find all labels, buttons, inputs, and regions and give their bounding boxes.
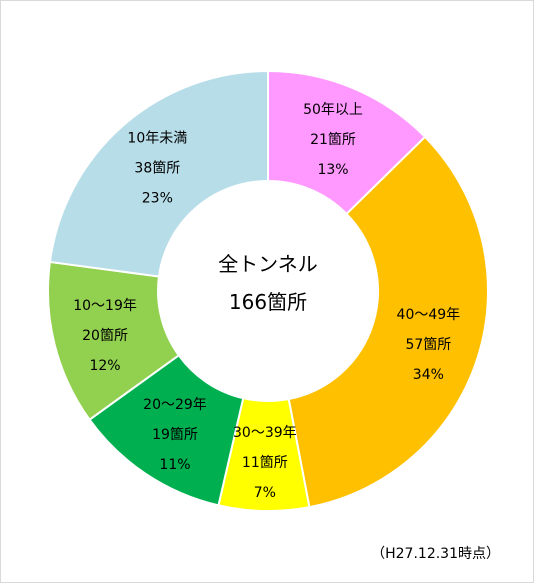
- center-total: 166箇所: [229, 290, 307, 314]
- slice-label-4: 10～19年 20箇所 12%: [73, 298, 137, 374]
- slices-group: [47, 69, 490, 512]
- as-of-date-note: （H27.12.31時点）: [371, 546, 500, 562]
- slice-label-0: 50年以上 21箇所 13%: [303, 102, 363, 178]
- slice-labels-group: 50年以上 21箇所 13% 40～49年 57箇所 34% 30～39年 11箇所 7% 20～…: [73, 102, 460, 501]
- slice-5: [48, 69, 269, 278]
- slice-1: [287, 135, 490, 509]
- center-title: 全トンネル: [218, 252, 318, 276]
- slice-label-5: 10年未満 38箇所 23%: [127, 131, 187, 207]
- slice-label-3: 20～29年 19箇所 11%: [143, 397, 207, 473]
- slice-label-1: 40～49年 57箇所 34%: [397, 307, 461, 383]
- slice-label-2: 30～39年 11箇所 7%: [233, 425, 297, 501]
